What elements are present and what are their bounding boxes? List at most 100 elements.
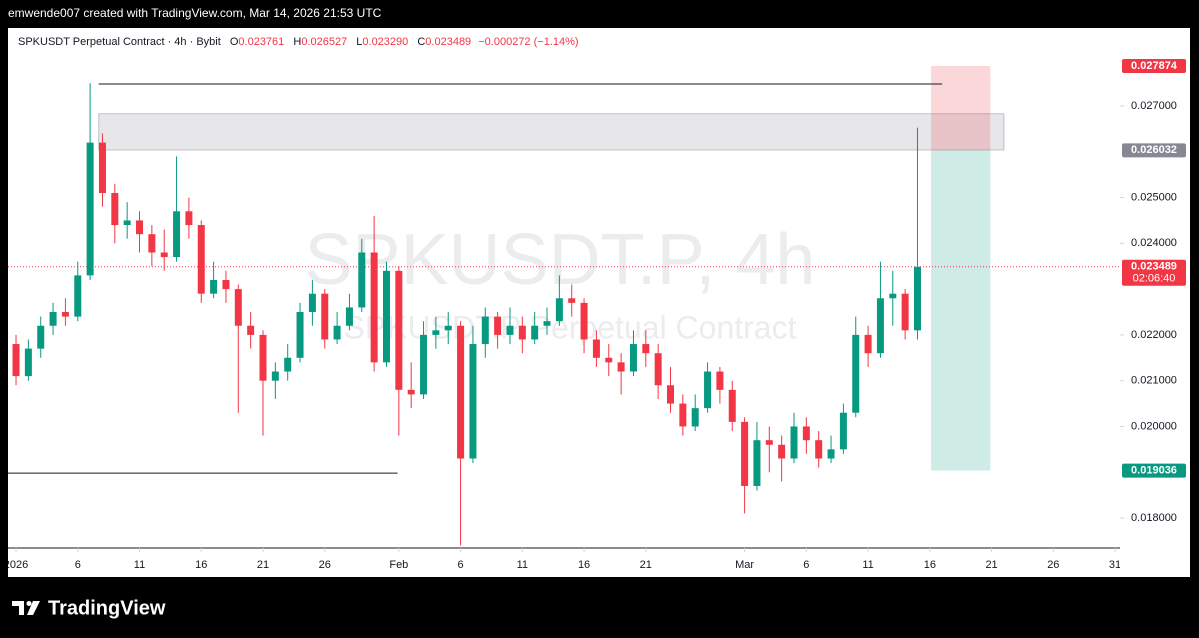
candle-body [790, 426, 798, 459]
candle-body [543, 321, 551, 326]
legend-header: SPKUSDT Perpetual Contract · 4h · Bybit … [18, 36, 579, 48]
price-label-box [1122, 143, 1186, 158]
y-tick-label: 0.022000 [1131, 329, 1177, 341]
x-tick-label: 26 [319, 559, 331, 571]
x-tick-label: 11 [134, 559, 145, 571]
candle-body [864, 334, 872, 354]
candle-body [49, 312, 57, 326]
candle-body [778, 444, 786, 459]
x-tick-label: 11 [517, 559, 528, 571]
candle-body [617, 362, 625, 372]
price-label-box [1122, 463, 1186, 478]
candle-body [222, 279, 230, 290]
position-target [931, 150, 991, 471]
watermark-title: SPKUSDT.P, 4h [305, 220, 816, 300]
x-tick-label: 16 [578, 559, 590, 571]
x-tick-label: 6 [75, 559, 81, 571]
candle-body [605, 357, 613, 363]
candle-body [444, 325, 452, 331]
ohlc-label: C [417, 36, 425, 48]
candle-body [802, 426, 810, 441]
candle-body [160, 252, 168, 258]
candle-body [728, 389, 736, 422]
candle-body [753, 440, 761, 486]
candle-body [765, 440, 773, 445]
candle-body [123, 220, 131, 226]
y-tick-label: 0.024000 [1131, 237, 1177, 249]
candle-body [61, 312, 69, 317]
candle-body [469, 344, 477, 459]
plot [8, 65, 1120, 546]
price-label: 0.023489 [1131, 261, 1177, 273]
candle-body [210, 279, 218, 294]
candle-body [629, 344, 637, 372]
candle-body [358, 252, 366, 308]
symbol: SPKUSDT Perpetual Contract · 4h · Bybit [18, 36, 221, 48]
x-tick-label: 31 [1109, 559, 1121, 571]
ohlc-value: 0.023290 [362, 36, 408, 48]
x-tick-label: 21 [257, 559, 269, 571]
x-tick-label: 21 [985, 559, 997, 571]
candle-body [420, 334, 428, 395]
candle-body [271, 371, 279, 381]
candle-body [86, 142, 94, 276]
candle-body [642, 344, 650, 354]
y-tick-label: 0.018000 [1131, 512, 1177, 524]
y-tick-label: 0.027000 [1131, 100, 1177, 112]
candle-body [284, 357, 292, 372]
x-tick-label: 11 [862, 559, 873, 571]
ohlc-value: 0.023489 [425, 36, 471, 48]
candle-body [457, 325, 465, 459]
candle-body [382, 270, 390, 363]
candle-body [555, 298, 563, 322]
y-tick-label: 0.020000 [1131, 420, 1177, 432]
candle-body [24, 348, 32, 377]
price-label-box [1122, 58, 1186, 73]
candle-body [37, 325, 45, 349]
ohlc-label: L [356, 36, 362, 48]
candle-body [481, 316, 489, 345]
x-tick-label: 16 [924, 559, 936, 571]
candle-body [136, 220, 144, 235]
candle-body [815, 440, 823, 459]
x-tick-label: 2026 [4, 559, 28, 571]
candle-body [679, 403, 687, 427]
position-stop [931, 65, 991, 151]
ohlc-label: O [230, 36, 239, 48]
candle-body [308, 293, 316, 313]
brand-logo [12, 601, 40, 615]
candle-body [876, 298, 884, 354]
candle-body [333, 325, 341, 340]
candle-body [901, 293, 909, 331]
candle-body [395, 270, 403, 390]
candle-body [827, 449, 835, 459]
candle-body [568, 298, 576, 303]
candle-body [704, 371, 712, 409]
x-tick-label: 16 [195, 559, 207, 571]
x-tick-label: Mar [735, 559, 754, 571]
price-label: 0.019036 [1131, 464, 1177, 476]
watermark: SPKUSDT.P, 4h SPKUSDT.P Perpetual Contra… [305, 220, 816, 345]
price-label-countdown: 02:06:40 [1133, 273, 1176, 285]
candle-body [259, 334, 267, 381]
zone [98, 113, 1005, 151]
candle-body [370, 252, 378, 363]
price-label: 0.026032 [1131, 144, 1177, 156]
candle-body [185, 211, 193, 226]
candle-body [74, 275, 82, 317]
watermark-subtitle: SPKUSDT.P Perpetual Contract [344, 309, 797, 345]
ohlc-label: H [293, 36, 301, 48]
candle-body [296, 312, 304, 358]
candle-body [321, 293, 329, 340]
ohlc-value: 0.026527 [301, 36, 347, 48]
candle-body [197, 225, 205, 294]
candle-body [691, 408, 699, 427]
candle-body [12, 344, 20, 377]
candle-body [889, 293, 897, 299]
axes: 0.018000 0.020000 0.021000 0.022000 0.024000… [4, 58, 1186, 571]
price-label: 0.027874 [1131, 60, 1178, 72]
candle-body [913, 266, 921, 331]
candle-body [247, 325, 255, 335]
